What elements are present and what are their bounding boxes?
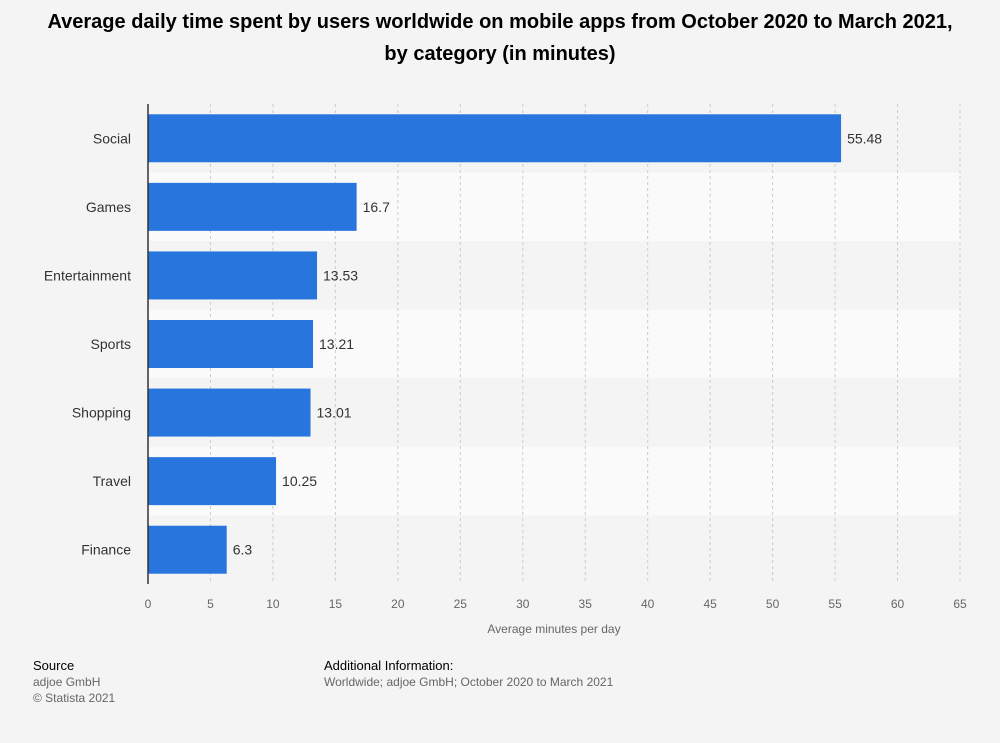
bar <box>148 251 318 300</box>
category-label: Finance <box>81 542 131 558</box>
value-label: 16.7 <box>363 199 390 215</box>
value-label: 13.21 <box>319 336 354 352</box>
x-tick-label: 40 <box>641 597 655 611</box>
x-tick-label: 5 <box>207 597 214 611</box>
value-label: 6.3 <box>233 542 253 558</box>
x-tick-label: 35 <box>579 597 593 611</box>
x-tick-label: 25 <box>454 597 468 611</box>
x-tick-label: 30 <box>516 597 530 611</box>
bar <box>148 388 311 437</box>
value-labels: 55.48 16.7 13.53 13.21 13.01 10.25 6.3 <box>233 130 883 557</box>
x-tick-label: 10 <box>266 597 280 611</box>
x-tick-label: 15 <box>329 597 343 611</box>
x-tick-label: 60 <box>891 597 905 611</box>
bar <box>148 114 842 163</box>
x-tick-labels: 0 5 10 15 20 25 30 35 40 45 50 55 60 65 <box>145 597 967 611</box>
source-block: Source adjoe GmbH © Statista 2021 <box>33 658 115 706</box>
bar <box>148 525 227 574</box>
bar <box>148 457 277 506</box>
value-label: 55.48 <box>847 130 882 146</box>
x-tick-label: 65 <box>953 597 967 611</box>
bar <box>148 182 357 231</box>
category-label: Social <box>93 130 131 146</box>
additional-info-heading: Additional Information: <box>324 658 454 673</box>
x-tick-label: 45 <box>703 597 717 611</box>
bar <box>148 320 314 368</box>
copyright-line: © Statista 2021 <box>33 691 116 705</box>
source-line: adjoe GmbH <box>33 675 101 689</box>
category-label: Games <box>86 199 131 215</box>
x-tick-label: 55 <box>828 597 842 611</box>
x-axis-label: Average minutes per day <box>487 622 620 636</box>
value-label: 13.01 <box>317 405 352 421</box>
category-label: Travel <box>93 473 131 489</box>
bar-chart: 55.48 16.7 13.53 13.21 13.01 10.25 6.3 Social G… <box>44 104 967 636</box>
category-label: Sports <box>91 336 131 352</box>
category-label: Shopping <box>72 405 131 421</box>
category-labels: Social Games Entertainment Sports Shopping Tr… <box>44 130 131 557</box>
x-tick-label: 20 <box>391 597 405 611</box>
chart-title: Average daily time spent by users worldw… <box>47 11 953 65</box>
additional-info-block: Additional Information: Worldwide; adjoe… <box>324 658 613 690</box>
category-label: Entertainment <box>44 267 131 283</box>
value-label: 13.53 <box>323 267 358 283</box>
row-band <box>148 515 960 584</box>
value-label: 10.25 <box>282 473 317 489</box>
x-tick-label: 0 <box>145 597 152 611</box>
bars <box>148 114 842 574</box>
additional-info-text: Worldwide; adjoe GmbH; October 2020 to M… <box>324 675 614 689</box>
x-tick-label: 50 <box>766 597 780 611</box>
row-band <box>148 446 960 516</box>
source-heading: Source <box>33 658 75 673</box>
